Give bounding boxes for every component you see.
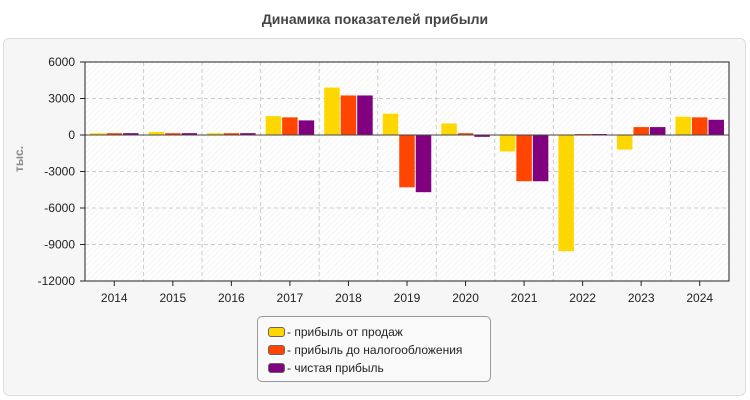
y-tick-labels: 6000 3000 0 -3000 -6000 -9000 -12000 <box>38 55 85 288</box>
bar-2014-series-0 <box>90 133 106 135</box>
x-tick-label: 2024 <box>686 291 713 305</box>
bar-2021-series-1 <box>516 135 532 182</box>
x-tick-label: 2021 <box>511 291 538 305</box>
y-tick-label: 6000 <box>48 55 75 69</box>
legend-swatch-sales-profit <box>268 327 285 337</box>
legend-label-pretax-profit: - прибыль до налогообложения <box>287 343 463 357</box>
bar-2019-series-0 <box>382 113 399 135</box>
y-tick-label: -3000 <box>44 165 75 179</box>
bar-2023-series-1 <box>633 127 649 135</box>
x-tick-label: 2014 <box>101 291 128 305</box>
legend-item-net-profit: - чистая прибыль <box>268 359 490 377</box>
bar-2018-series-2 <box>357 95 373 135</box>
chart-title: Динамика показателей прибыли <box>261 11 489 27</box>
y-tick-label: 0 <box>68 128 75 142</box>
x-tick-label: 2019 <box>394 291 421 305</box>
bar-2014-series-1 <box>106 133 123 135</box>
y-tick-label: -12000 <box>38 274 76 288</box>
legend-label-net-profit: - чистая прибыль <box>287 361 384 375</box>
x-tick-label: 2018 <box>335 291 362 305</box>
legend-swatch-net-profit <box>268 363 285 373</box>
bar-2020-series-0 <box>441 123 457 135</box>
x-tick-label: 2016 <box>218 291 245 305</box>
bar-2016-series-1 <box>223 133 240 135</box>
legend-item-sales-profit: - прибыль от продаж <box>268 323 490 341</box>
bar-2017-series-1 <box>282 117 298 135</box>
x-tick-label: 2015 <box>159 291 186 305</box>
x-tick-label: 2022 <box>569 291 596 305</box>
bars-group <box>90 87 724 252</box>
bar-2017-series-0 <box>265 116 282 135</box>
y-tick-label: -9000 <box>44 238 75 252</box>
legend: - прибыль от продаж - прибыль до налогоо… <box>257 316 491 382</box>
bar-2018-series-1 <box>340 95 357 135</box>
bar-2020-series-2 <box>474 135 490 137</box>
bar-2016-series-0 <box>207 133 223 135</box>
bar-2016-series-2 <box>240 133 256 135</box>
bar-2021-series-2 <box>532 135 549 182</box>
legend-item-pretax-profit: - прибыль до налогообложения <box>268 341 490 359</box>
bar-2021-series-0 <box>499 135 516 152</box>
legend-swatch-pretax-profit <box>268 345 285 355</box>
bar-2023-series-2 <box>649 127 666 135</box>
bar-2020-series-1 <box>457 133 474 135</box>
bar-2017-series-2 <box>298 120 315 135</box>
bar-2022-series-0 <box>558 135 574 252</box>
bar-2024-series-2 <box>708 119 724 135</box>
legend-label-sales-profit: - прибыль от продаж <box>287 325 403 339</box>
y-axis-label: тыс. <box>12 146 26 172</box>
x-tick-label: 2017 <box>277 291 304 305</box>
bar-2015-series-2 <box>181 133 198 135</box>
x-tick-label: 2023 <box>628 291 655 305</box>
bar-2015-series-0 <box>148 131 165 135</box>
x-tick-labels: 2014 2015 2016 2017 2018 2019 2020 2021 2022 2023… <box>101 281 713 305</box>
bar-2015-series-1 <box>165 133 181 135</box>
bar-2014-series-2 <box>123 133 139 135</box>
x-tick-label: 2020 <box>452 291 479 305</box>
y-tick-label: 3000 <box>48 92 75 106</box>
bar-2024-series-0 <box>675 116 691 135</box>
bar-2024-series-1 <box>691 117 708 135</box>
bar-2023-series-0 <box>616 135 633 150</box>
bar-2019-series-2 <box>415 135 432 193</box>
y-tick-label: -6000 <box>44 201 75 215</box>
bar-2018-series-0 <box>324 87 340 135</box>
bar-2019-series-1 <box>399 135 415 188</box>
